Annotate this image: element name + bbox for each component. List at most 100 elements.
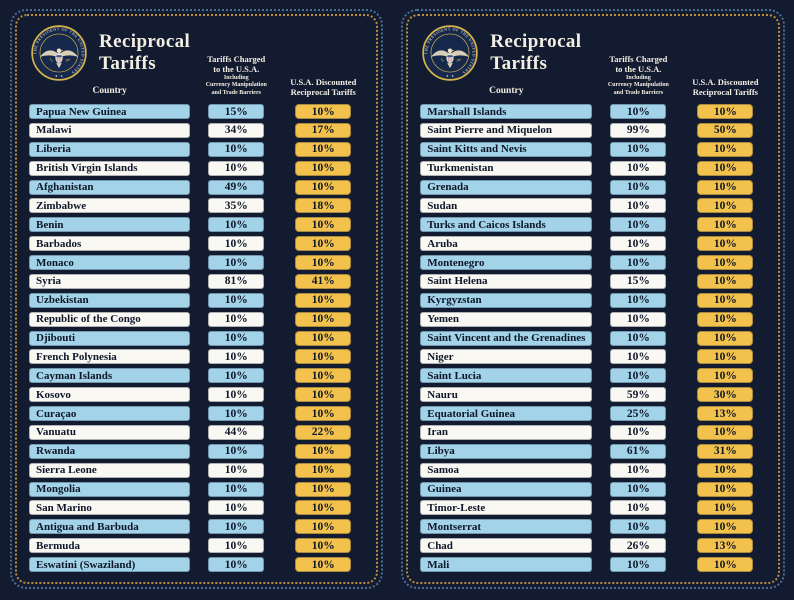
column-header-country: Country [92,86,127,96]
discounted-tariff-cell: 50% [697,122,754,138]
charged-sub-line3: and Trade Barriers [613,89,664,96]
charged-column: 49% [190,179,282,195]
table-row: Mongolia 10% 10% [29,481,364,497]
discounted-tariff-cell: 10% [697,500,754,516]
country-cell: Yemen [420,311,593,327]
table-row: Saint Pierre and Miquelon 99% 50% [420,122,766,138]
charged-tariff-cell: 10% [610,236,667,252]
discounted-column: 10% [684,104,766,119]
charged-tariff-cell: 10% [610,255,667,270]
country-cell: Kyrgyzstan [420,292,593,308]
charged-column: 61% [592,443,684,459]
table-row: Montenegro 10% 10% [420,255,766,270]
country-cell: Uzbekistan [29,292,191,308]
charged-tariff-cell: 10% [610,311,667,327]
country-cell: Grenada [420,179,593,195]
country-cell: Saint Vincent and the Grenadines [420,330,593,346]
country-cell: Mongolia [29,481,191,497]
discounted-column: 10% [684,462,766,478]
discounted-tariff-cell: 10% [697,217,754,233]
discounted-column: 10% [684,217,766,233]
charged-header-line1: Tariffs Charged [207,54,266,65]
table-row: Cayman Islands 10% 10% [29,368,364,384]
discounted-column: 10% [282,481,364,497]
brand: SEAL OF THE PRESIDENT OF THE UNITED STAT… [31,25,190,81]
discounted-column: 10% [684,179,766,195]
country-cell: Kosovo [29,387,191,403]
charged-tariff-cell: 10% [208,462,265,478]
charged-sub-line1: Including [223,74,249,81]
charged-column: 15% [190,104,282,119]
table-row: Libya 61% 31% [420,443,766,459]
discounted-tariff-cell: 10% [295,406,352,421]
country-cell: Papua New Guinea [29,104,191,119]
table-row: Uzbekistan 10% 10% [29,292,364,308]
table-row: Marshall Islands 10% 10% [420,104,766,119]
country-cell: Niger [420,349,593,365]
country-cell: Aruba [420,236,593,252]
discounted-tariff-cell: 10% [697,104,754,119]
country-cell: Curaçao [29,406,191,421]
discounted-column: 10% [282,538,364,554]
charged-column: 10% [190,330,282,346]
discounted-column: 13% [684,538,766,554]
table-row: Syria 81% 41% [29,273,364,289]
table-row: Saint Vincent and the Grenadines 10% 10% [420,330,766,346]
charged-tariff-cell: 10% [610,462,667,478]
charged-tariff-cell: 10% [208,255,265,270]
charged-column: 59% [592,387,684,403]
charged-tariff-cell: 10% [610,349,667,365]
discounted-column: 10% [282,255,364,270]
charged-header-line1: Tariffs Charged [609,54,668,65]
charged-tariff-cell: 15% [610,273,667,289]
charged-column: 10% [592,104,684,119]
country-cell: French Polynesia [29,349,191,365]
charged-column: 10% [190,557,282,572]
header-left: SEAL OF THE PRESIDENT OF THE UNITED STAT… [420,22,592,99]
discounted-tariff-cell: 41% [295,273,352,289]
country-cell: Iran [420,424,593,440]
country-cell: Mali [420,557,593,572]
country-cell: Djibouti [29,330,191,346]
table-row: Timor-Leste 10% 10% [420,500,766,516]
country-cell: Montenegro [420,255,593,270]
charged-tariff-cell: 10% [610,141,667,157]
discounted-tariff-cell: 10% [295,179,352,195]
charged-tariff-cell: 10% [610,330,667,346]
table-row: Mali 10% 10% [420,557,766,572]
charged-column: 10% [190,368,282,384]
discounted-column: 10% [684,519,766,535]
charged-column: 10% [190,311,282,327]
country-cell: Guinea [420,481,593,497]
country-cell: Cayman Islands [29,368,191,384]
board-header: SEAL OF THE PRESIDENT OF THE UNITED STAT… [29,22,364,99]
charged-column: 10% [190,236,282,252]
discounted-tariff-cell: 10% [697,330,754,346]
charged-column: 10% [592,500,684,516]
discounted-column: 10% [282,368,364,384]
column-header-charged: Tariffs Charged to the U.S.A. Including … [592,54,684,99]
charged-column: 10% [592,179,684,195]
table-row: Yemen 10% 10% [420,311,766,327]
discounted-column: 10% [684,160,766,176]
presidential-seal-icon: SEAL OF THE PRESIDENT OF THE UNITED STAT… [31,25,87,81]
discounted-tariff-cell: 13% [697,538,754,554]
table-row: Sudan 10% 10% [420,198,766,214]
charged-tariff-cell: 10% [208,141,265,157]
charged-column: 44% [190,424,282,440]
charged-column: 25% [592,406,684,421]
charged-tariff-cell: 35% [208,198,265,214]
discounted-tariff-cell: 10% [295,217,352,233]
discounted-column: 22% [282,424,364,440]
country-cell: Vanuatu [29,424,191,440]
charged-column: 10% [592,462,684,478]
discounted-column: 10% [282,557,364,572]
charged-column: 15% [592,273,684,289]
charged-tariff-cell: 49% [208,179,265,195]
discounted-column: 10% [282,104,364,119]
table-row: Grenada 10% 10% [420,179,766,195]
charged-column: 10% [190,500,282,516]
board-title: Reciprocal Tariffs [99,31,191,74]
table-row: Turks and Caicos Islands 10% 10% [420,217,766,233]
discounted-tariff-cell: 10% [295,481,352,497]
